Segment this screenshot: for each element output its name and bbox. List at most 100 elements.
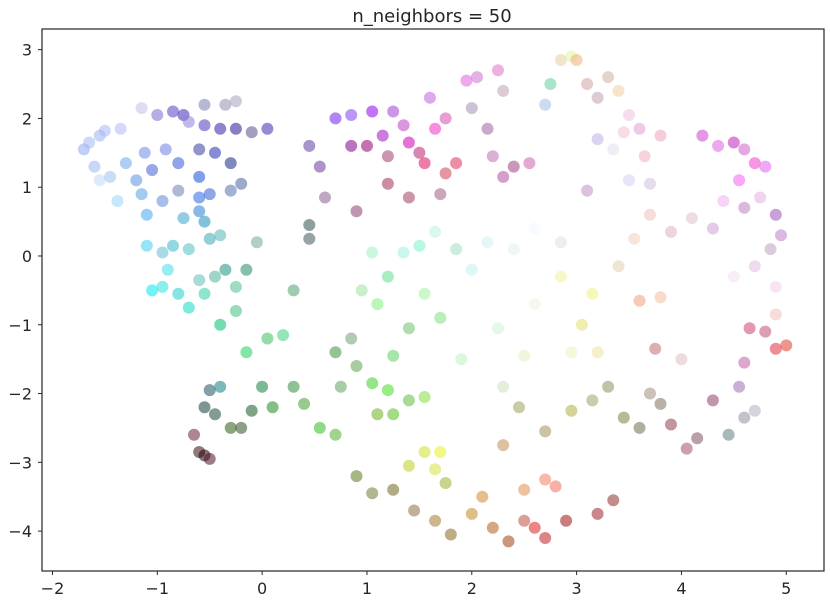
data-point: [665, 418, 677, 431]
data-point: [513, 401, 525, 414]
data-point: [434, 311, 447, 324]
data-point: [654, 129, 667, 142]
data-point: [98, 124, 111, 137]
data-point: [219, 263, 232, 276]
data-point: [775, 229, 787, 242]
data-point: [135, 188, 148, 201]
x-tick-label: 2: [467, 579, 477, 598]
data-point: [235, 421, 248, 434]
data-point: [429, 122, 442, 135]
data-point: [381, 384, 394, 397]
data-point: [371, 298, 384, 311]
data-point: [675, 353, 688, 366]
data-point: [418, 391, 431, 403]
data-point: [172, 287, 185, 300]
data-point: [182, 115, 195, 128]
data-point: [93, 174, 106, 187]
data-point: [738, 201, 751, 214]
data-point: [198, 98, 211, 111]
data-point: [429, 463, 442, 476]
data-point: [769, 280, 782, 293]
data-point: [439, 167, 452, 180]
data-point: [628, 232, 641, 245]
data-point: [691, 432, 704, 445]
data-point: [486, 521, 499, 534]
data-point: [528, 222, 541, 235]
data-point: [612, 84, 625, 97]
data-point: [219, 98, 232, 111]
data-point: [209, 146, 221, 159]
data-point: [581, 78, 594, 90]
data-point: [345, 332, 358, 345]
data-point: [602, 380, 615, 393]
x-tick-label: 3: [572, 579, 582, 598]
scatter-points: [77, 50, 793, 548]
data-point: [138, 146, 151, 159]
data-point: [465, 102, 478, 115]
data-point: [397, 119, 410, 132]
data-point: [706, 394, 719, 407]
data-point: [518, 349, 531, 362]
data-point: [423, 91, 436, 104]
data-point: [654, 291, 667, 304]
data-point: [319, 191, 331, 204]
data-point: [381, 150, 394, 163]
data-point: [450, 243, 463, 256]
data-point: [644, 387, 656, 400]
data-point: [465, 507, 478, 520]
data-point: [497, 439, 510, 452]
data-point: [224, 157, 237, 170]
data-point: [439, 477, 452, 489]
data-point: [245, 126, 258, 139]
data-point: [402, 459, 415, 472]
data-point: [455, 353, 468, 366]
x-tick-label: 0: [257, 579, 267, 598]
data-point: [554, 236, 567, 249]
data-point: [586, 394, 599, 407]
data-point: [429, 514, 442, 527]
y-tick-label: −1: [8, 316, 32, 335]
data-point: [203, 232, 216, 245]
data-point: [644, 208, 656, 221]
data-point: [617, 126, 630, 139]
data-point: [214, 229, 227, 242]
y-axis-ticks: −4 −3 −2 −1 0 1 2 3: [8, 41, 42, 541]
data-point: [366, 246, 379, 259]
data-point: [203, 384, 216, 397]
data-point: [198, 215, 211, 228]
data-point: [313, 160, 326, 173]
data-point: [350, 205, 363, 218]
data-point: [313, 421, 326, 434]
data-point: [528, 521, 541, 534]
data-point: [738, 411, 751, 424]
data-point: [177, 212, 190, 225]
data-point: [591, 133, 604, 146]
data-point: [209, 408, 221, 421]
data-point: [560, 514, 573, 527]
data-point: [350, 470, 363, 483]
data-point: [727, 136, 740, 149]
data-point: [769, 342, 782, 355]
data-point: [209, 270, 221, 283]
data-point: [266, 401, 279, 414]
data-point: [696, 129, 709, 142]
data-point: [193, 170, 206, 183]
data-point: [188, 428, 200, 441]
data-point: [298, 397, 311, 410]
data-point: [429, 225, 442, 238]
data-point: [586, 287, 599, 300]
data-point: [167, 105, 179, 118]
data-point: [182, 301, 195, 314]
data-point: [665, 225, 677, 238]
data-point: [460, 74, 473, 87]
data-point: [486, 150, 499, 163]
data-point: [418, 287, 431, 300]
data-point: [591, 346, 604, 359]
data-point: [371, 408, 384, 421]
data-point: [712, 139, 725, 152]
data-point: [769, 208, 782, 221]
y-tick-label: 2: [22, 109, 32, 128]
data-point: [402, 394, 415, 407]
data-point: [680, 442, 693, 455]
data-point: [387, 349, 400, 362]
